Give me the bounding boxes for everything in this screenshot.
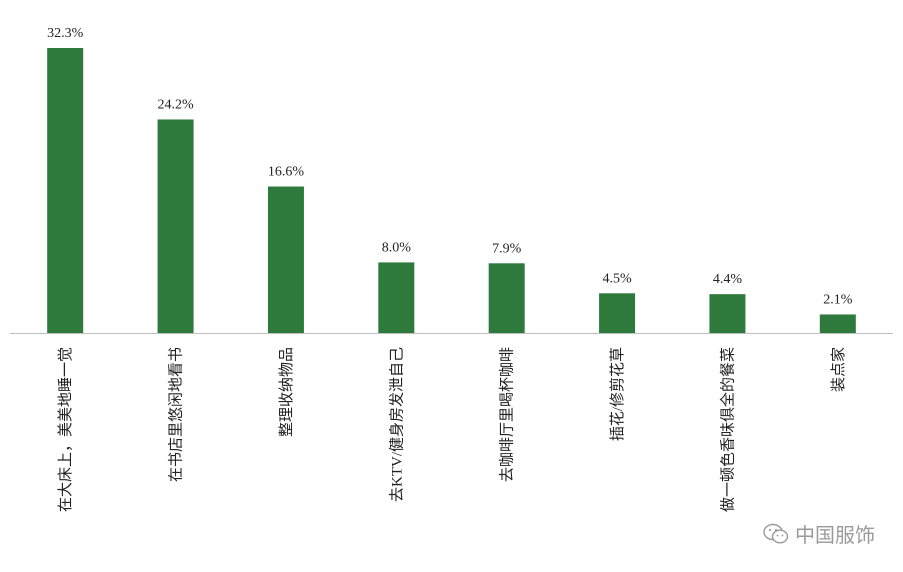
data-label-3: 8.0%	[382, 240, 412, 255]
category-label-1: 在书店里悠闲地看书	[168, 347, 185, 482]
category-label-2: 整理收纳物品	[278, 347, 295, 437]
bar-3	[378, 262, 415, 333]
bar-4	[488, 263, 525, 333]
data-label-4: 7.9%	[492, 241, 522, 256]
category-label-3: 去KTV/健身房发泄自己	[388, 347, 405, 502]
data-label-5: 4.5%	[602, 271, 632, 286]
bar-2	[267, 186, 304, 333]
bar-6	[709, 294, 746, 333]
bar-5	[599, 293, 636, 333]
category-label-6: 做一顿色香味俱全的餐菜	[718, 347, 736, 512]
data-label-1: 24.2%	[157, 97, 194, 112]
data-label-6: 4.4%	[713, 272, 743, 287]
bar-1	[157, 119, 194, 334]
bar-0	[47, 48, 84, 333]
category-label-4: 去咖啡厅里喝杯咖啡	[499, 347, 516, 482]
category-label-7: 装点家	[830, 347, 847, 392]
data-label-2: 16.6%	[268, 165, 305, 180]
category-label-5: 插花/修剪花草	[609, 347, 626, 441]
watermark: 中国服饰	[763, 519, 875, 548]
bar-7	[819, 314, 856, 333]
wechat-icon	[763, 523, 789, 544]
data-label-0: 32.3%	[47, 26, 84, 41]
watermark-text: 中国服饰	[795, 523, 875, 547]
category-label-0: 在大床上，美美地睡一觉	[57, 347, 74, 512]
data-label-7: 2.1%	[823, 292, 853, 307]
